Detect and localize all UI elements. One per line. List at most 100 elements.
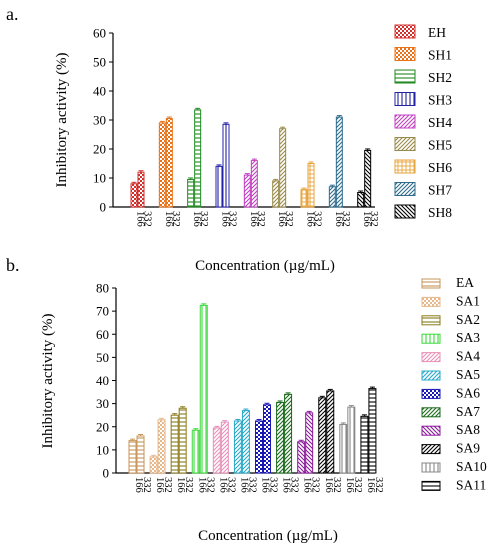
bar-eh-332 <box>137 171 145 208</box>
bar-sh3-166 <box>215 165 223 208</box>
x-tick-label: 166 <box>361 211 372 227</box>
panel-b-x-axis-title: Concentration (µg/mL) <box>198 528 338 544</box>
series-sh2-bars <box>187 107 202 208</box>
legend-label: SA6 <box>456 385 480 400</box>
y-tick-label: 50 <box>93 55 106 70</box>
bar-sa9-166 <box>318 397 327 474</box>
bar-sa10-166 <box>339 423 348 474</box>
y-tick-label: 50 <box>96 350 109 365</box>
legend-item-sh2: SH2 <box>394 69 452 85</box>
legend-label: SH2 <box>428 70 452 85</box>
legend-item-sa3: SA3 <box>421 330 480 345</box>
bar-sh8-332 <box>364 149 372 208</box>
x-tick-label: 332 <box>198 211 209 227</box>
x-tick-label: 332 <box>246 477 257 493</box>
x-tick-label: 166 <box>175 477 186 493</box>
legend-swatch <box>394 159 416 174</box>
y-tick-label: 20 <box>93 142 106 157</box>
x-tick-label: 166 <box>305 211 316 227</box>
legend-label: EH <box>428 25 446 40</box>
legend-label: SH5 <box>428 138 452 153</box>
legend-swatch <box>394 24 416 39</box>
x-tick-label: 166 <box>248 211 259 227</box>
y-tick-label: 40 <box>93 84 106 99</box>
bar-sh6-166 <box>300 189 308 208</box>
x-tick-label: 166 <box>260 477 271 493</box>
legend-item-sa8: SA8 <box>421 422 480 437</box>
legend-label: SA9 <box>456 441 480 456</box>
legend-swatch <box>394 47 416 61</box>
legend-swatch <box>394 137 416 151</box>
x-tick-label: 332 <box>340 211 351 227</box>
bar-sh3-332 <box>222 123 230 208</box>
y-tick-label: 60 <box>96 327 109 342</box>
x-tick-label: 332 <box>225 477 236 493</box>
x-tick-label: 332 <box>352 477 363 493</box>
legend-label: SH8 <box>428 205 452 220</box>
bar-sa5-166 <box>233 420 242 474</box>
x-tick-label: 332 <box>373 477 384 493</box>
y-tick-label: 10 <box>96 442 109 457</box>
bar-sh8-166 <box>357 192 365 208</box>
legend-swatch <box>421 388 441 399</box>
series-sh8-bars <box>357 148 372 208</box>
legend-label: SH1 <box>428 48 452 63</box>
x-tick-label: 332 <box>312 211 323 227</box>
x-tick-label: 332 <box>255 211 266 227</box>
x-tick-label: 332 <box>368 211 379 227</box>
x-tick-label: 166 <box>344 477 355 493</box>
bar-sa4-332 <box>220 421 229 474</box>
legend-item-sa10: SA10 <box>421 459 487 474</box>
bar-sh4-166 <box>243 174 251 208</box>
x-tick-label: 166 <box>196 477 207 493</box>
legend-label: EA <box>456 275 474 290</box>
legend-swatch <box>421 425 441 436</box>
legend-label: SA10 <box>456 459 487 474</box>
panel-a-letter: a. <box>6 4 19 24</box>
legend-label: SA4 <box>456 349 480 364</box>
series-sa4-bars <box>212 420 229 474</box>
legend-label: SH6 <box>428 160 452 175</box>
bar-sa2-166 <box>170 414 179 474</box>
legend-swatch <box>421 352 441 363</box>
x-tick-label: 332 <box>227 211 238 227</box>
series-sh7-bars <box>328 115 343 208</box>
x-tick-label: 332 <box>141 477 152 493</box>
series-ea-bars <box>128 434 145 474</box>
bar-sa11-166 <box>360 415 369 474</box>
legend-item-sa6: SA6 <box>421 385 480 400</box>
x-tick-label: 166 <box>163 211 174 227</box>
y-tick-label: 0 <box>100 200 107 215</box>
x-tick-label: 332 <box>283 211 294 227</box>
x-tick-label: 166 <box>276 211 287 227</box>
series-sa1-bars <box>149 417 166 474</box>
bar-sa10-332 <box>347 406 356 474</box>
series-sh4-bars <box>243 158 258 208</box>
legend-swatch <box>421 296 441 307</box>
legend-item-sh1: SH1 <box>394 47 452 63</box>
legend-item-sa2: SA2 <box>421 312 480 327</box>
bar-sh5-166 <box>272 180 280 208</box>
series-sa8-bars <box>297 410 314 474</box>
x-tick-label: 166 <box>191 211 202 227</box>
panel-a-x-axis-title: Concentration (µg/mL) <box>195 258 335 274</box>
bar-ea-332 <box>136 435 145 474</box>
bar-sa7-332 <box>284 393 293 474</box>
legend-swatch <box>394 182 416 196</box>
legend-item-sa7: SA7 <box>421 404 480 419</box>
legend-label: SH3 <box>428 93 452 108</box>
legend-swatch <box>421 407 441 418</box>
series-sh1-bars <box>158 116 173 208</box>
series-sa6-bars <box>255 402 271 474</box>
legend-label: SA7 <box>456 404 480 419</box>
bar-sa1-166 <box>149 456 158 474</box>
legend-item-ea: EA <box>421 275 474 290</box>
bar-sh2-332 <box>194 109 202 208</box>
x-tick-label: 332 <box>162 477 173 493</box>
legend-swatch <box>394 204 416 219</box>
legend-label: SA11 <box>456 477 486 492</box>
bar-sa5-332 <box>241 410 250 474</box>
series-sa7-bars <box>276 392 293 474</box>
legend-item-sh3: SH3 <box>394 92 452 108</box>
x-tick-label: 166 <box>135 211 146 227</box>
